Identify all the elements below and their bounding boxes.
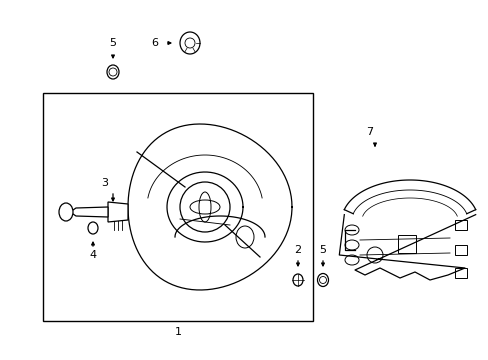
- Polygon shape: [70, 207, 108, 217]
- Bar: [454, 245, 466, 255]
- Bar: [43, 93, 312, 321]
- Bar: [397, 235, 415, 253]
- Ellipse shape: [88, 222, 98, 234]
- Ellipse shape: [317, 274, 328, 287]
- Ellipse shape: [180, 32, 200, 54]
- Bar: [454, 220, 466, 230]
- Text: 6: 6: [151, 38, 158, 48]
- Ellipse shape: [59, 203, 73, 221]
- Ellipse shape: [292, 274, 303, 286]
- Text: 5: 5: [109, 38, 116, 48]
- Text: 3: 3: [102, 178, 108, 188]
- Text: 5: 5: [319, 245, 326, 255]
- Text: 1: 1: [174, 327, 181, 337]
- Text: 2: 2: [294, 245, 301, 255]
- Bar: [454, 268, 466, 278]
- Text: 7: 7: [366, 127, 373, 137]
- Ellipse shape: [107, 65, 119, 79]
- Polygon shape: [108, 202, 128, 222]
- Text: 4: 4: [89, 250, 96, 260]
